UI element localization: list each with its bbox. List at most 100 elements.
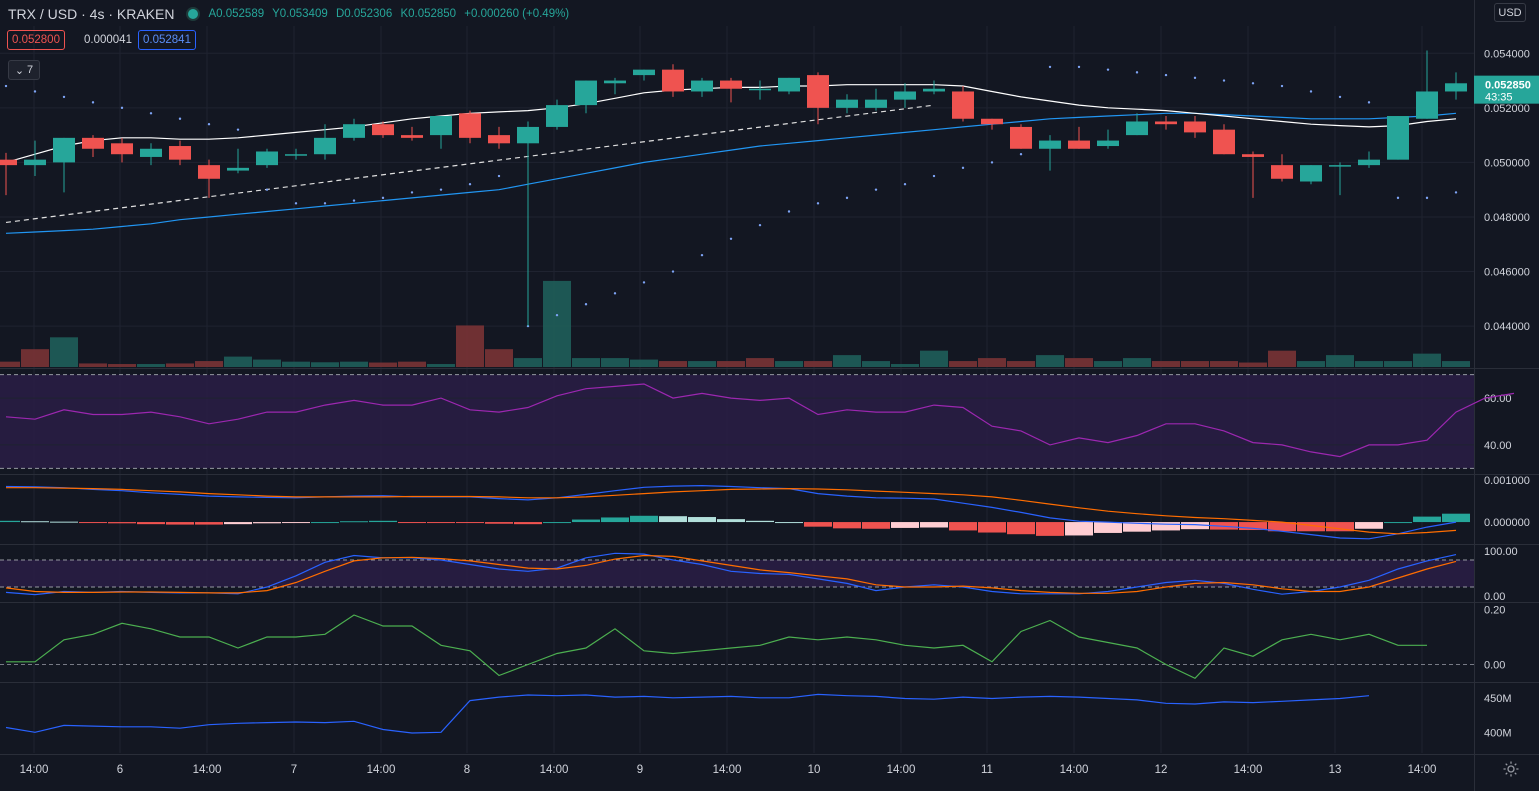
- psar-dot: [439, 188, 443, 191]
- macd-histogram-bar: [1442, 513, 1470, 523]
- price-tick-label: 0.046000: [1484, 267, 1530, 279]
- ask-button[interactable]: 0.052841: [138, 30, 196, 50]
- volume-bar: [1065, 358, 1093, 367]
- volume-bar: [1297, 361, 1325, 367]
- volume-bar: [369, 362, 397, 367]
- volume-bar: [1123, 358, 1151, 367]
- psar-dot: [352, 199, 356, 202]
- volume-bar: [456, 325, 484, 367]
- psar-dot: [729, 237, 733, 240]
- psar-dot: [932, 174, 936, 178]
- candle-body: [662, 69, 684, 92]
- rsi-tick-label: 40.00: [1484, 440, 1512, 452]
- open-value: A0.052589: [208, 8, 265, 20]
- candle-body: [1445, 83, 1467, 92]
- macd-histogram-bar: [514, 522, 542, 525]
- candle-body: [140, 148, 162, 157]
- volume-bar: [79, 363, 107, 367]
- macd-histogram-bar: [485, 522, 513, 524]
- macd-line: [5, 484, 1457, 540]
- candle-body: [952, 91, 974, 119]
- stoch-band: [0, 560, 1474, 587]
- volume-bar: [1210, 361, 1238, 367]
- candle-body: [720, 80, 742, 89]
- macd-histogram-bar: [253, 522, 281, 524]
- volume-bar: [891, 364, 919, 367]
- macd-histogram-bar: [1384, 522, 1412, 524]
- moving-average-blue-line: [5, 112, 1457, 234]
- time-axis-label: 6: [117, 764, 123, 776]
- chart-header: TRX / USD · 4s · KRAKEN A0.052589 Y0.053…: [8, 5, 574, 23]
- time-axis-label: 11: [981, 764, 993, 776]
- price-tick-label: 0.044000: [1484, 321, 1530, 333]
- candle-body: [1300, 165, 1322, 182]
- macd-histogram-bar: [1355, 522, 1383, 529]
- macd-histogram-bar: [427, 522, 455, 524]
- rsi-tick-label: 60.00: [1484, 393, 1512, 405]
- volume-bar: [1326, 355, 1354, 367]
- volume-bar: [949, 361, 977, 367]
- macd-histogram-bar: [340, 521, 368, 523]
- candle-body: [1416, 91, 1438, 119]
- candle-body: [227, 167, 249, 171]
- volume-bar: [1036, 355, 1064, 367]
- psar-dot: [816, 202, 820, 205]
- macd-histogram-bar: [195, 522, 223, 525]
- volume-bar: [1239, 362, 1267, 367]
- candle-body: [0, 159, 17, 166]
- volume-bar: [1413, 353, 1441, 367]
- change-value: +0.000260 (+0.49%): [464, 8, 570, 20]
- macd-histogram-bar: [21, 521, 49, 523]
- candle-body: [894, 91, 916, 100]
- volume-bar: [21, 349, 49, 367]
- psar-dot: [1309, 90, 1313, 93]
- psar-dot: [91, 101, 95, 104]
- psar-dot: [1077, 65, 1081, 69]
- time-axis-label: 7: [291, 764, 297, 776]
- macd-histogram-bar: [891, 522, 919, 528]
- volume-bar: [166, 363, 194, 367]
- oscillator-tick-label: 0.20: [1484, 605, 1505, 617]
- rsi-line: [5, 383, 1515, 458]
- psar-dot: [613, 292, 617, 295]
- psar-dot: [1396, 196, 1400, 200]
- volume-line: [5, 693, 1370, 734]
- psar-dot: [381, 196, 385, 200]
- psar-dot: [149, 112, 153, 115]
- volume-bar: [1442, 361, 1470, 367]
- candle-body: [1039, 140, 1061, 149]
- candle-body: [488, 135, 510, 144]
- macd-histogram-bar: [1326, 522, 1354, 532]
- volume-bar: [137, 364, 165, 367]
- psar-dot: [294, 202, 298, 205]
- psar-dot: [236, 128, 240, 131]
- bid-button[interactable]: 0.052800: [7, 30, 65, 50]
- time-axis-label: 12: [1155, 764, 1168, 776]
- volume-bar: [717, 361, 745, 367]
- macd-histogram-bar: [746, 520, 774, 523]
- psar-dot: [642, 281, 646, 284]
- price-tick-label: 0.052000: [1484, 103, 1530, 115]
- macd-histogram-bar: [1123, 522, 1151, 532]
- currency-button[interactable]: USD: [1494, 3, 1526, 22]
- symbol-label[interactable]: TRX / USD · 4s · KRAKEN: [8, 6, 175, 22]
- macd-histogram-bar: [224, 522, 252, 525]
- volume-bar: [50, 337, 78, 367]
- macd-histogram-bar: [108, 522, 136, 524]
- macd-histogram-bar: [50, 521, 78, 523]
- candle-body: [1126, 121, 1148, 136]
- volume-bar: [398, 361, 426, 367]
- psar-dot: [700, 253, 704, 257]
- macd-histogram-bar: [543, 522, 571, 524]
- indicators-toggle-button[interactable]: ⌄ 7: [8, 60, 40, 80]
- low-value: D0.052306: [335, 8, 393, 20]
- countdown-label: 43:35: [1485, 92, 1513, 104]
- psar-dot: [1048, 65, 1052, 69]
- candle-body: [372, 124, 394, 136]
- time-axis-label: 14:00: [887, 764, 916, 776]
- psar-dot: [33, 90, 37, 93]
- gear-icon[interactable]: [1502, 760, 1520, 778]
- oscillator-tick-label: 0.00: [1484, 660, 1505, 672]
- macd-histogram-bar: [79, 522, 107, 524]
